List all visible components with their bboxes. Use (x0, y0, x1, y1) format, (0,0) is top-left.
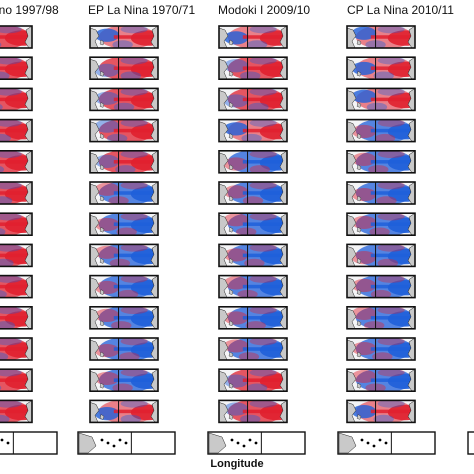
sst-anomaly-map (0, 305, 33, 330)
reference-map-strip (207, 431, 306, 455)
sst-anomaly-map (218, 181, 288, 205)
sst-anomaly-map (346, 56, 416, 81)
sst-anomaly-map (0, 150, 33, 174)
sst-anomaly-map (218, 87, 288, 112)
column-title-2: EP La Nina 1970/71 (88, 3, 196, 17)
sst-anomaly-map (0, 56, 33, 81)
sst-anomaly-map (0, 337, 33, 361)
sst-anomaly-map (218, 118, 288, 143)
reference-map-strip (337, 431, 436, 455)
sst-anomaly-map (89, 274, 159, 299)
sst-anomaly-map (218, 305, 288, 330)
x-axis-label: Longitude (210, 458, 264, 470)
sst-anomaly-map (346, 274, 416, 299)
sst-anomaly-map (218, 274, 288, 299)
sst-anomaly-map (0, 274, 33, 299)
sst-anomaly-map (89, 150, 159, 174)
sst-anomaly-map (346, 399, 416, 424)
reference-map-strip (0, 431, 58, 455)
sst-anomaly-map (89, 87, 159, 112)
sst-anomaly-map (346, 337, 416, 361)
sst-anomaly-map (346, 150, 416, 174)
sst-anomaly-map (218, 243, 288, 268)
sst-anomaly-map (218, 368, 288, 393)
reference-map-strip (77, 431, 176, 455)
sst-anomaly-map (89, 181, 159, 205)
sst-anomaly-map (346, 243, 416, 268)
sst-anomaly-map (218, 212, 288, 236)
sst-anomaly-map (0, 118, 33, 143)
column-title-4: CP La Nina 2010/11 (347, 3, 454, 17)
sst-anomaly-map (218, 337, 288, 361)
sst-anomaly-map (0, 399, 33, 424)
sst-anomaly-map (89, 368, 159, 393)
sst-anomaly-map (346, 25, 416, 49)
sst-anomaly-map (0, 181, 33, 205)
sst-anomaly-map (346, 368, 416, 393)
sst-anomaly-map (346, 181, 416, 205)
sst-anomaly-map (0, 87, 33, 112)
sst-anomaly-map (89, 243, 159, 268)
sst-anomaly-map (218, 56, 288, 81)
sst-anomaly-map (218, 25, 288, 49)
column-title-3: Modoki I 2009/10 (218, 3, 311, 17)
sst-anomaly-map (346, 118, 416, 143)
sst-anomaly-map (89, 399, 159, 424)
sst-anomaly-map (346, 87, 416, 112)
column-title-1: ino 1997/98 (0, 3, 59, 17)
sst-anomaly-map (218, 399, 288, 424)
sst-anomaly-map (0, 25, 33, 49)
sst-anomaly-map (0, 368, 33, 393)
sst-anomaly-map (89, 305, 159, 330)
sst-anomaly-map (89, 25, 159, 49)
sst-anomaly-map (0, 212, 33, 236)
reference-map-strip-partial (467, 431, 474, 455)
sst-anomaly-map (218, 150, 288, 174)
sst-anomaly-map (346, 212, 416, 236)
sst-anomaly-map (346, 305, 416, 330)
sst-anomaly-map (89, 56, 159, 81)
sst-anomaly-map (0, 243, 33, 268)
sst-anomaly-map (89, 337, 159, 361)
sst-anomaly-map (89, 212, 159, 236)
sst-anomaly-map (89, 118, 159, 143)
